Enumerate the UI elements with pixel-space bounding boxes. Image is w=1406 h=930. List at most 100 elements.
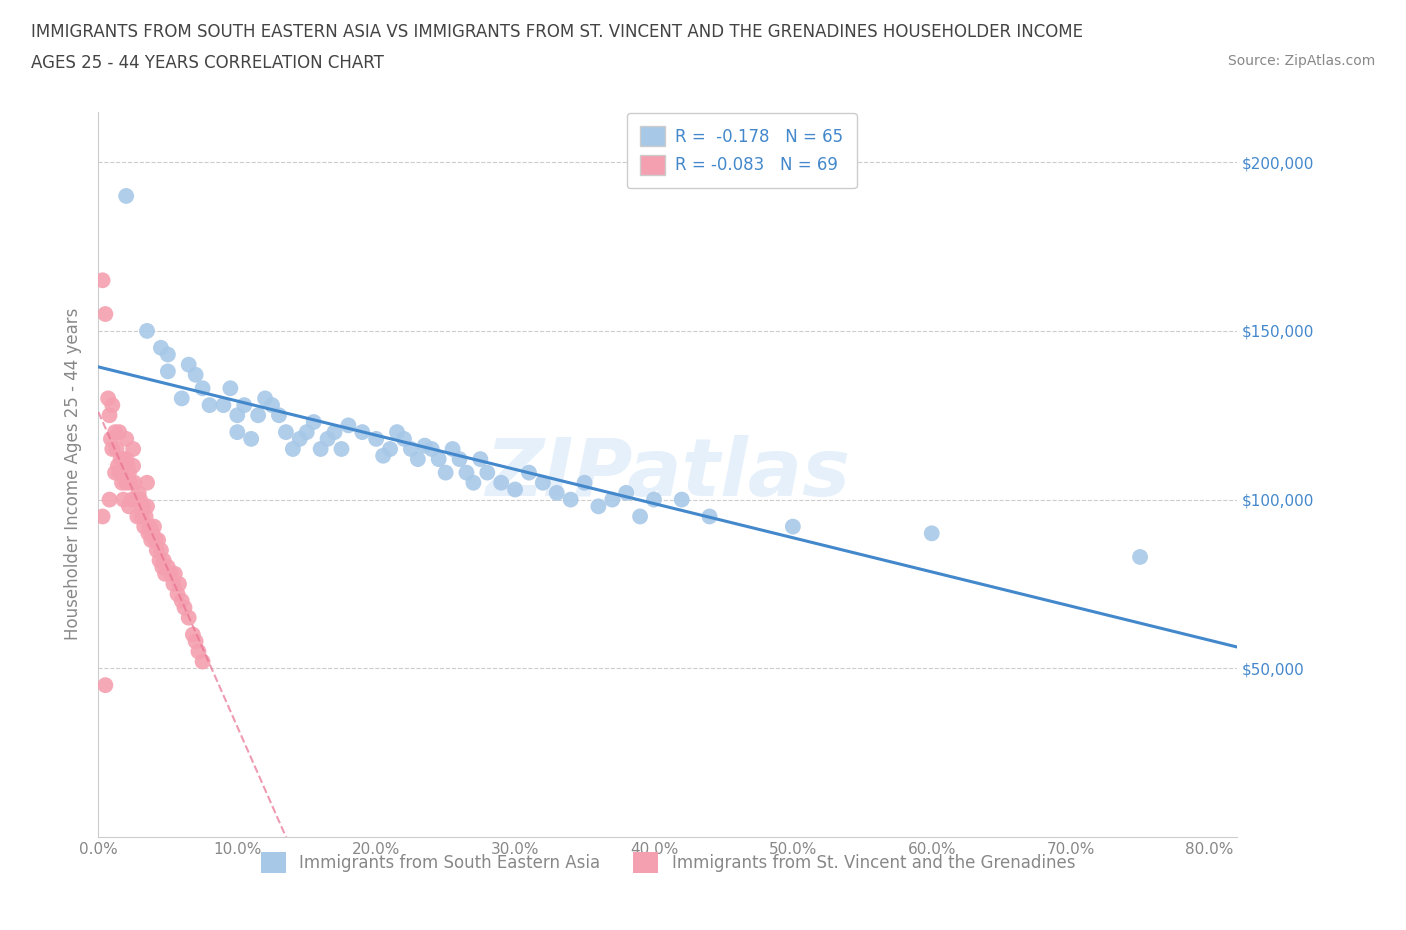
Point bbox=[560, 492, 582, 507]
Point bbox=[588, 498, 610, 513]
Point bbox=[115, 452, 138, 467]
Point bbox=[150, 560, 173, 575]
Point bbox=[127, 509, 149, 524]
Point bbox=[323, 425, 346, 440]
Point bbox=[94, 678, 117, 693]
Point bbox=[115, 432, 138, 446]
Point bbox=[153, 566, 176, 581]
Point bbox=[184, 634, 207, 649]
Point bbox=[104, 465, 127, 480]
Point bbox=[136, 475, 159, 490]
Point bbox=[159, 566, 181, 581]
Point bbox=[115, 189, 138, 204]
Point bbox=[143, 519, 166, 534]
Point bbox=[921, 525, 943, 540]
Point bbox=[219, 380, 242, 395]
Point bbox=[135, 509, 157, 524]
Point bbox=[420, 442, 443, 457]
Point bbox=[145, 543, 167, 558]
Point bbox=[392, 432, 415, 446]
Point bbox=[163, 566, 186, 581]
Point bbox=[120, 475, 142, 490]
Point bbox=[114, 465, 136, 480]
Point bbox=[146, 533, 169, 548]
Point bbox=[118, 498, 141, 513]
Point bbox=[134, 519, 156, 534]
Point bbox=[156, 560, 179, 575]
Point bbox=[643, 492, 665, 507]
Point bbox=[337, 418, 360, 432]
Point bbox=[167, 577, 190, 591]
Point bbox=[111, 475, 134, 490]
Point bbox=[477, 465, 499, 480]
Point bbox=[128, 485, 150, 500]
Point bbox=[156, 347, 179, 362]
Point bbox=[247, 408, 270, 423]
Point bbox=[142, 525, 165, 540]
Point bbox=[184, 367, 207, 382]
Point bbox=[108, 425, 131, 440]
Point bbox=[503, 482, 526, 497]
Point bbox=[108, 465, 131, 480]
Point bbox=[170, 391, 193, 405]
Point bbox=[295, 425, 318, 440]
Point bbox=[91, 272, 114, 287]
Text: IMMIGRANTS FROM SOUTH EASTERN ASIA VS IMMIGRANTS FROM ST. VINCENT AND THE GRENAD: IMMIGRANTS FROM SOUTH EASTERN ASIA VS IM… bbox=[31, 23, 1083, 41]
Point bbox=[115, 475, 138, 490]
Point bbox=[281, 442, 304, 457]
Point bbox=[302, 415, 325, 430]
Point bbox=[628, 509, 651, 524]
Point bbox=[149, 543, 172, 558]
Y-axis label: Householder Income Ages 25 - 44 years: Householder Income Ages 25 - 44 years bbox=[65, 308, 83, 641]
Point bbox=[288, 432, 311, 446]
Point bbox=[156, 364, 179, 379]
Point bbox=[98, 408, 121, 423]
Point bbox=[162, 577, 184, 591]
Point bbox=[139, 519, 162, 534]
Text: Source: ZipAtlas.com: Source: ZipAtlas.com bbox=[1227, 54, 1375, 68]
Point bbox=[152, 553, 174, 568]
Point bbox=[267, 408, 290, 423]
Point bbox=[110, 452, 132, 467]
Point bbox=[112, 492, 135, 507]
Point bbox=[112, 465, 135, 480]
Point bbox=[191, 654, 214, 669]
Point bbox=[399, 442, 422, 457]
Point bbox=[138, 525, 160, 540]
Text: ZIPatlas: ZIPatlas bbox=[485, 435, 851, 513]
Point bbox=[671, 492, 693, 507]
Point bbox=[136, 324, 159, 339]
Point bbox=[166, 587, 188, 602]
Point bbox=[441, 442, 464, 457]
Point bbox=[699, 509, 721, 524]
Point bbox=[105, 442, 128, 457]
Point bbox=[177, 357, 200, 372]
Point bbox=[112, 452, 135, 467]
Point bbox=[149, 340, 172, 355]
Point bbox=[366, 432, 388, 446]
Point bbox=[97, 391, 120, 405]
Point bbox=[254, 391, 277, 405]
Point bbox=[104, 425, 127, 440]
Point bbox=[94, 307, 117, 322]
Point bbox=[173, 600, 195, 615]
Point bbox=[122, 458, 145, 473]
Point bbox=[352, 425, 374, 440]
Point bbox=[309, 442, 332, 457]
Point bbox=[124, 475, 146, 490]
Legend: Immigrants from South Eastern Asia, Immigrants from St. Vincent and the Grenadin: Immigrants from South Eastern Asia, Immi… bbox=[254, 845, 1081, 880]
Point bbox=[456, 465, 478, 480]
Point bbox=[378, 442, 401, 457]
Point bbox=[191, 380, 214, 395]
Point bbox=[449, 452, 471, 467]
Point bbox=[187, 644, 209, 658]
Point bbox=[170, 593, 193, 608]
Point bbox=[517, 465, 540, 480]
Point bbox=[101, 442, 124, 457]
Point bbox=[274, 425, 297, 440]
Point bbox=[470, 452, 492, 467]
Point bbox=[233, 398, 256, 413]
Point bbox=[385, 425, 408, 440]
Point bbox=[125, 492, 148, 507]
Point bbox=[463, 475, 485, 490]
